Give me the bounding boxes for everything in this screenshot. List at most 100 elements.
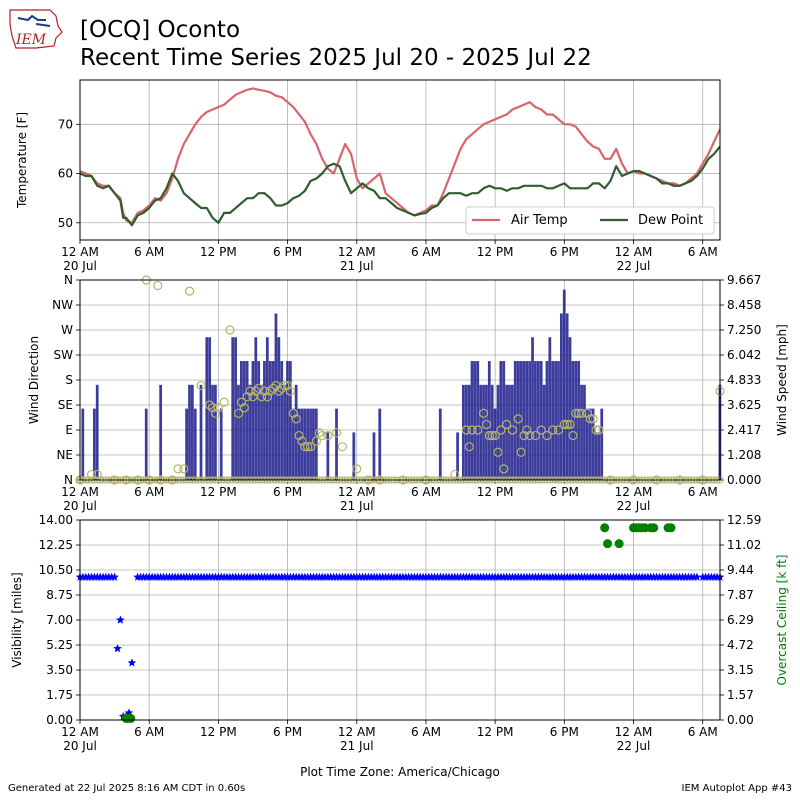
wind-speed-bar: [248, 384, 252, 480]
wind-speed-bar: [291, 408, 295, 480]
wind-speed-bar: [268, 361, 272, 480]
wind-direction-point: [467, 425, 477, 435]
wind-speed-bar: [536, 361, 540, 480]
x-tick-sublabel: 20 Jul: [63, 259, 97, 273]
x-tick-label: 6 AM: [688, 485, 718, 499]
wind-speed-bar: [505, 384, 508, 480]
wind-speed-bar: [588, 408, 592, 480]
wind-speed-bar: [219, 408, 223, 480]
legend: Air Temp Dew Point: [465, 206, 715, 235]
wind-speed-bar: [551, 361, 555, 480]
wind-direction-point: [484, 430, 494, 441]
y-tick-label: 3.50: [46, 663, 73, 677]
y2-tick-label: 6.29: [727, 613, 754, 627]
wind-direction-point: [317, 430, 327, 441]
wind-direction-point: [331, 428, 342, 438]
wind-direction-point: [291, 414, 301, 424]
y-tick-label: SE: [58, 398, 73, 412]
wind-direction-point: [582, 408, 592, 418]
wind-speed-bar: [456, 432, 459, 480]
wind-direction-point: [571, 408, 581, 418]
wind-speed-bar: [263, 361, 266, 480]
wind-direction-point: [487, 430, 497, 441]
y2-tick-label: 4.833: [727, 373, 761, 387]
wind-speed-bar: [519, 361, 523, 480]
wind-speed-bar: [289, 361, 292, 480]
wind-direction-point: [553, 425, 564, 435]
wind-direction-point: [259, 386, 270, 396]
wind-direction-point: [225, 325, 235, 335]
x-tick-label: 12 AM: [338, 245, 376, 259]
wind-direction-point: [245, 386, 255, 396]
wind-direction-point: [219, 397, 229, 407]
y-tick-label: 1.75: [46, 688, 73, 702]
wind-speed-bar: [464, 384, 468, 480]
wind-direction-point: [516, 447, 526, 457]
visibility-point: [127, 658, 137, 667]
y-tick-label: E: [65, 423, 73, 437]
y2-tick-label: 1.57: [727, 688, 754, 702]
y2-tick-label: 9.44: [727, 563, 754, 577]
wind-direction-point: [153, 280, 163, 291]
wind-speed-bar: [565, 313, 569, 480]
title-block: [OCQ] Oconto Recent Time Series 2025 Jul…: [80, 16, 592, 72]
wind-direction-point: [352, 464, 362, 474]
wind-speed-bar: [513, 361, 517, 480]
y2-tick-label: 11.02: [727, 538, 761, 552]
x-tick-label: 12 PM: [200, 485, 237, 499]
wind-speed-bar: [234, 337, 237, 480]
wind-speed-bar: [352, 432, 356, 480]
wind-speed-bar: [211, 384, 214, 480]
wind-direction-point: [507, 425, 518, 435]
wind-speed-bar: [190, 384, 194, 480]
wind-direction-point: [280, 380, 290, 391]
wind-direction-point: [196, 380, 206, 391]
x-tick-label: 12 AM: [615, 245, 653, 259]
x-tick-label: 6 PM: [273, 725, 302, 739]
x-tick-label: 6 AM: [411, 245, 441, 259]
wind-direction-point: [542, 430, 552, 441]
y-tick-label: 50: [58, 216, 73, 230]
y2-tick-label: 8.458: [727, 298, 761, 312]
wind-speed-bar: [372, 432, 376, 480]
wind-speed-bar: [585, 408, 589, 480]
x-tick-label: 12 AM: [338, 725, 376, 739]
wind-speed-bar: [562, 289, 566, 480]
x-tick-label: 12 AM: [615, 485, 653, 499]
wind-direction-point: [239, 403, 249, 413]
legend-label-air-temp: Air Temp: [511, 213, 568, 228]
wind-direction-point: [522, 425, 532, 435]
wind-speed-bar: [554, 361, 557, 480]
wind-direction-point: [248, 392, 258, 402]
wind-direction-point: [337, 442, 347, 452]
wind-direction-point: [493, 447, 503, 457]
y2-tick-label: 9.667: [727, 273, 761, 287]
x-tick-label: 6 AM: [134, 485, 164, 499]
wind-direction-point: [323, 430, 333, 441]
wind-direction-point: [502, 419, 512, 430]
wind-speed-bar: [265, 337, 269, 480]
wind-direction-point: [300, 442, 310, 452]
wind-direction-point: [213, 403, 223, 413]
wind-direction-point: [461, 425, 471, 435]
wind-speed-bar: [254, 337, 258, 480]
wind-speed-bar: [594, 432, 598, 480]
plot-frame: [79, 79, 721, 241]
visibility-panel: 0.00 1.75 3.50 5.25 7.00 8.75 10.50 12.25 14.00 0…: [10, 513, 789, 779]
wind-direction-point: [464, 442, 474, 452]
x-tick-label: 12 AM: [61, 725, 99, 739]
wind-speed-bar: [280, 361, 284, 480]
wind-direction-point: [306, 442, 316, 452]
wind-speed-bar: [499, 361, 503, 480]
x-tick-label: 12 AM: [338, 485, 376, 499]
wind-direction-point: [548, 425, 558, 435]
wind-speed-bar: [473, 361, 477, 480]
y-tick-label: NW: [52, 298, 73, 312]
wind-speed-bar: [277, 337, 281, 480]
y-tick-label: N: [64, 273, 73, 287]
wind-speed-bar: [257, 361, 261, 480]
wind-direction-point: [565, 419, 575, 430]
wind-direction-point: [496, 425, 506, 435]
x-tick-label: 12 PM: [477, 485, 514, 499]
visibility-point: [692, 572, 702, 581]
